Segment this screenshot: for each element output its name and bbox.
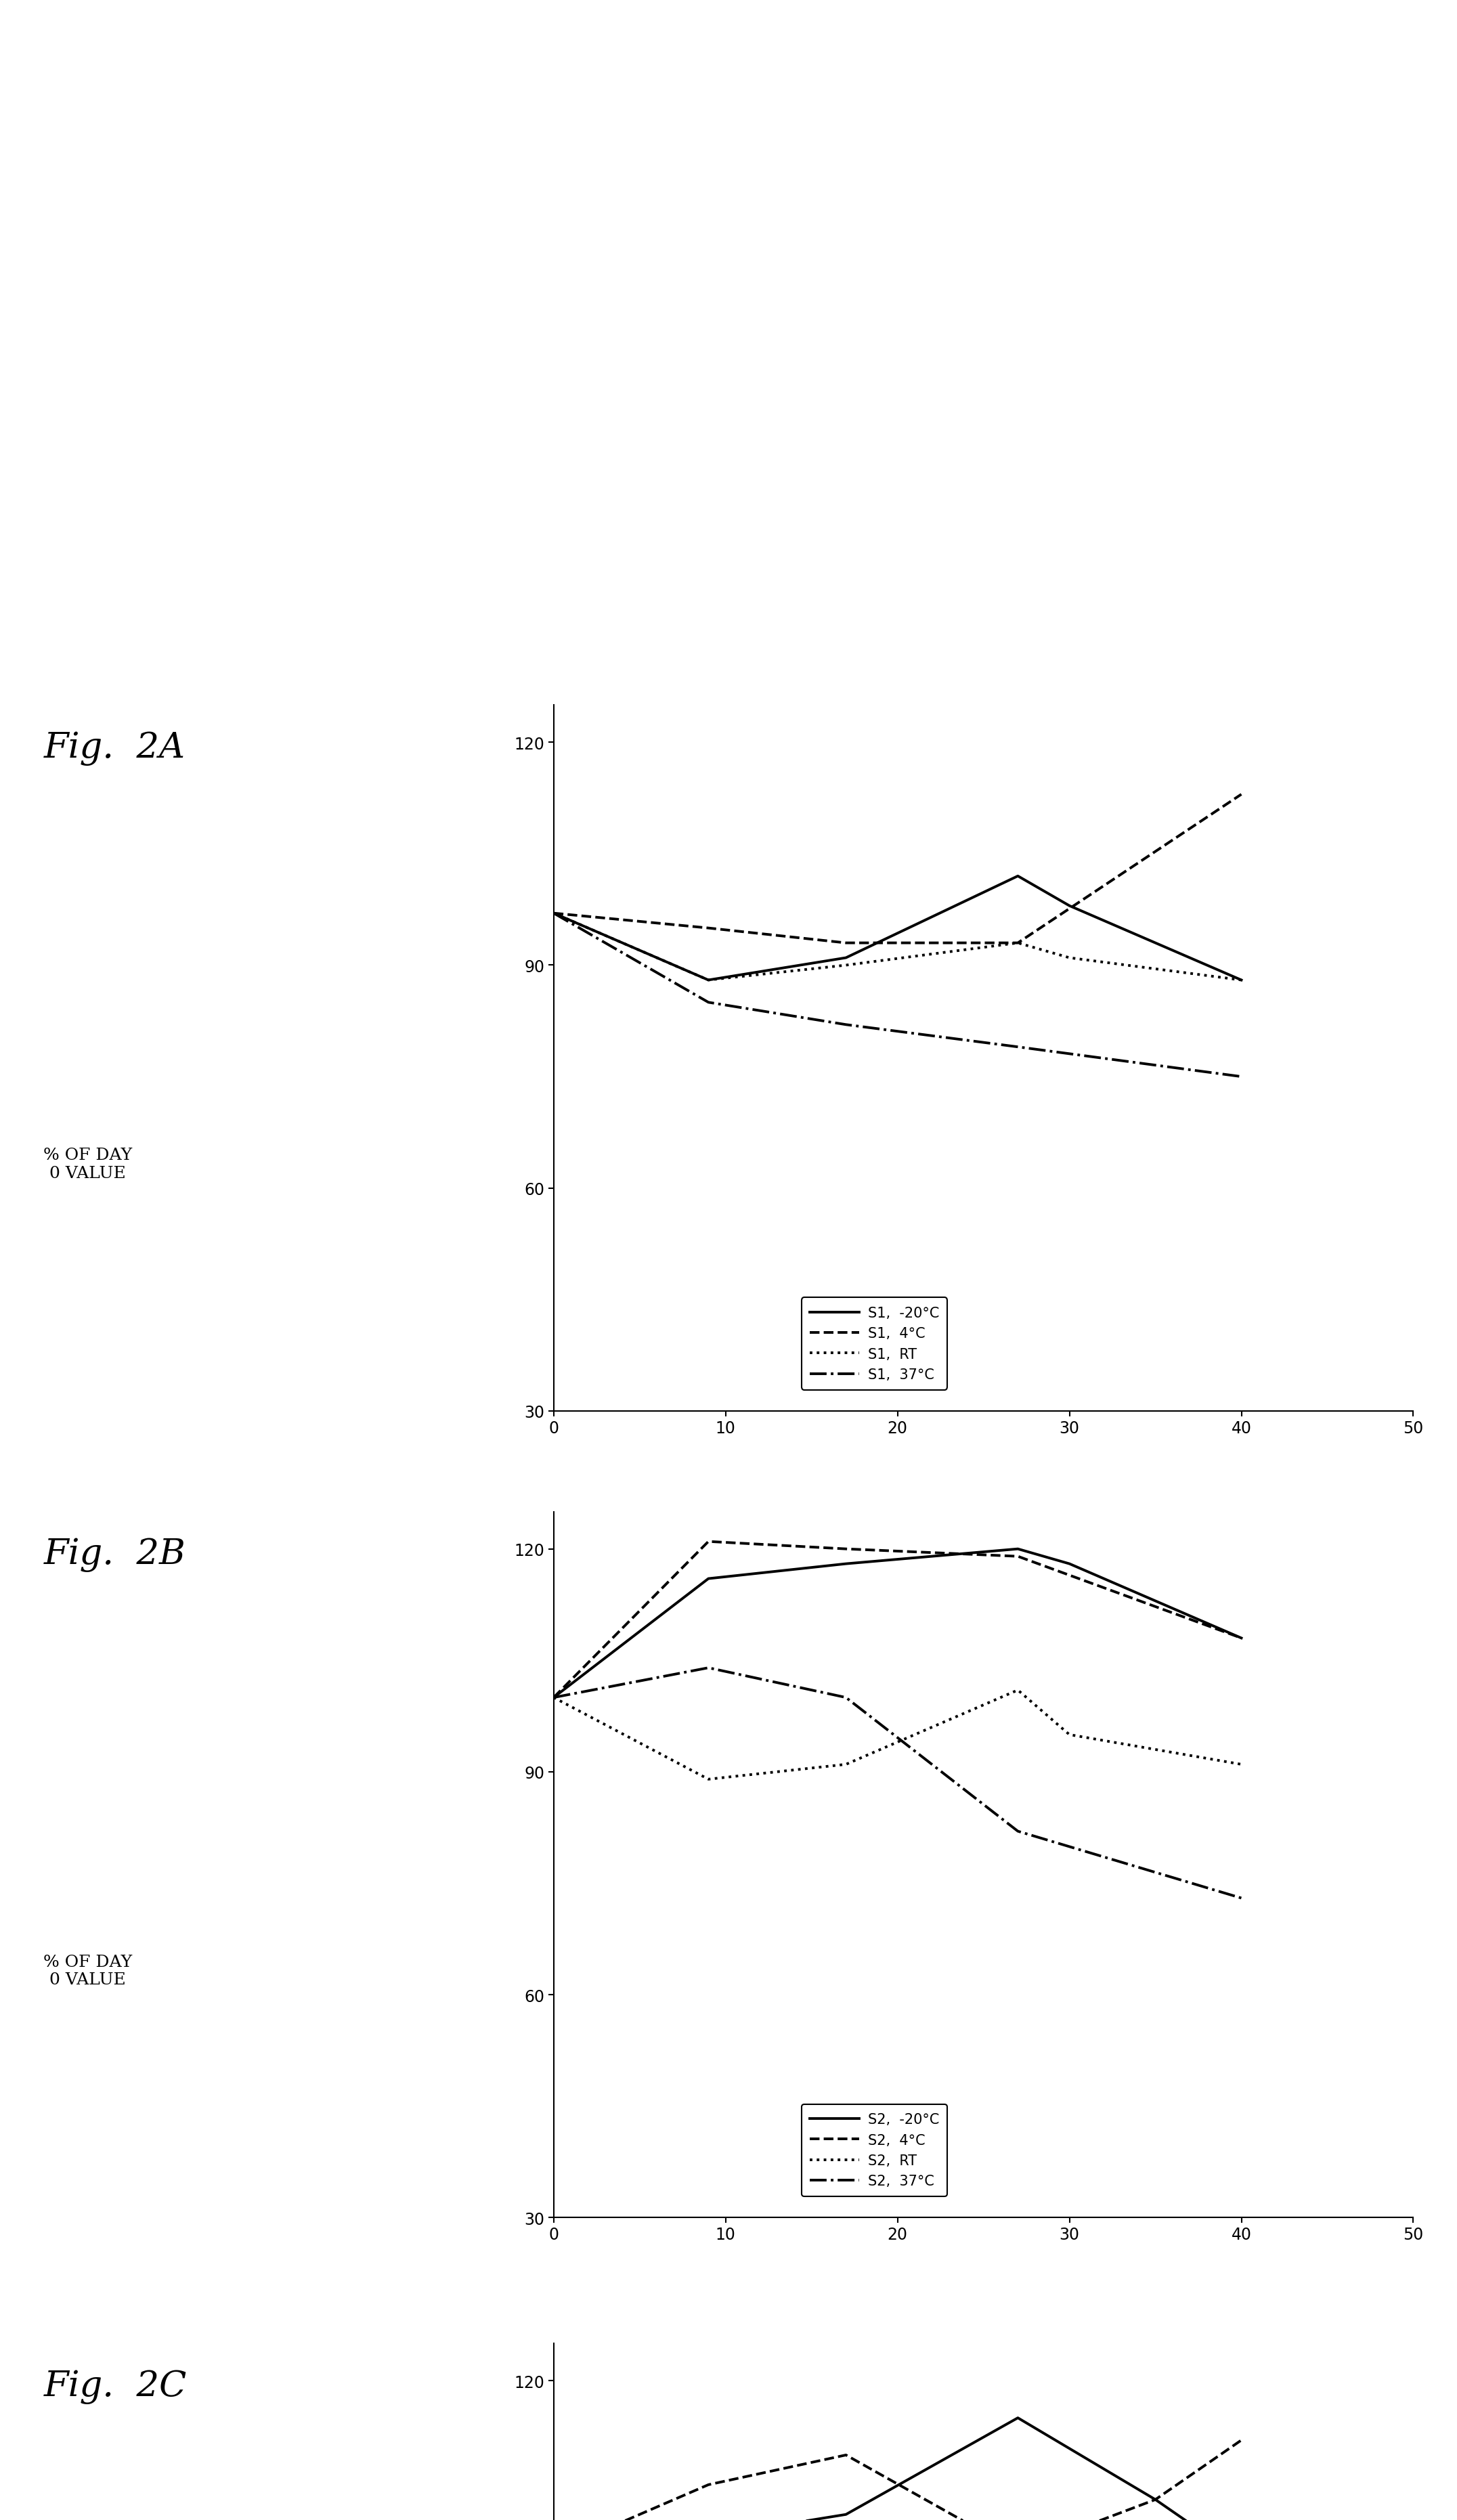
S1,  RT xyxy=(838,950,855,980)
S2,  RT xyxy=(545,1683,562,1714)
S1,  RT xyxy=(1233,965,1250,995)
S2,  -20°C xyxy=(699,1565,717,1595)
Line: S2,  -20°C: S2, -20°C xyxy=(554,1550,1241,1698)
S1,  -20°C xyxy=(1061,892,1078,922)
S2,  RT xyxy=(838,1749,855,1779)
Legend: S1,  -20°C, S1,  4°C, S1,  RT, S1,  37°C: S1, -20°C, S1, 4°C, S1, RT, S1, 37°C xyxy=(801,1298,947,1391)
S2,  -20°C xyxy=(1010,1535,1027,1565)
S1,  37°C xyxy=(699,988,717,1018)
S1,  RT xyxy=(1061,942,1078,973)
S2,  4°C xyxy=(838,1535,855,1565)
S2,  -20°C xyxy=(1061,1550,1078,1580)
S2,  4°C xyxy=(1233,1623,1250,1653)
S1,  RT xyxy=(1010,927,1027,958)
S3,  -20°C xyxy=(838,2500,855,2520)
S2,  RT xyxy=(1061,1719,1078,1749)
Text: Fig.  2A: Fig. 2A xyxy=(44,731,185,766)
Line: S2,  4°C: S2, 4°C xyxy=(554,1542,1241,1698)
S2,  RT xyxy=(1010,1676,1027,1706)
Line: S2,  RT: S2, RT xyxy=(554,1691,1241,1779)
S1,  4°C xyxy=(699,912,717,942)
S2,  37°C xyxy=(1010,1817,1027,1847)
S2,  -20°C xyxy=(1233,1623,1250,1653)
S1,  4°C xyxy=(838,927,855,958)
Line: S3,  4°C: S3, 4°C xyxy=(554,2439,1241,2520)
S2,  37°C xyxy=(699,1653,717,1683)
Legend: S2,  -20°C, S2,  4°C, S2,  RT, S2,  37°C: S2, -20°C, S2, 4°C, S2, RT, S2, 37°C xyxy=(801,2104,947,2197)
Text: % OF DAY
0 VALUE: % OF DAY 0 VALUE xyxy=(44,1953,131,1988)
S2,  37°C xyxy=(838,1683,855,1714)
S1,  4°C xyxy=(1010,927,1027,958)
Line: S3,  -20°C: S3, -20°C xyxy=(554,2417,1241,2520)
Text: Fig.  2C: Fig. 2C xyxy=(44,2369,186,2404)
Line: S1,  4°C: S1, 4°C xyxy=(554,794,1241,942)
Line: S1,  37°C: S1, 37°C xyxy=(554,915,1241,1076)
S2,  -20°C xyxy=(838,1550,855,1580)
S2,  RT xyxy=(699,1764,717,1794)
S3,  4°C xyxy=(1233,2424,1250,2454)
S3,  4°C xyxy=(1147,2485,1164,2515)
S1,  RT xyxy=(545,900,562,930)
S2,  4°C xyxy=(1010,1542,1027,1572)
S1,  37°C xyxy=(1010,1033,1027,1063)
S1,  -20°C xyxy=(1010,862,1027,892)
Text: Fig.  2B: Fig. 2B xyxy=(44,1537,185,1572)
S2,  RT xyxy=(1233,1749,1250,1779)
Line: S2,  37°C: S2, 37°C xyxy=(554,1668,1241,1898)
S1,  4°C xyxy=(1233,779,1250,809)
S3,  -20°C xyxy=(1010,2402,1027,2432)
S3,  4°C xyxy=(838,2439,855,2470)
S2,  4°C xyxy=(699,1527,717,1557)
S3,  -20°C xyxy=(1147,2485,1164,2515)
S1,  37°C xyxy=(1233,1061,1250,1091)
S1,  -20°C xyxy=(1233,965,1250,995)
S1,  37°C xyxy=(838,1011,855,1041)
S1,  -20°C xyxy=(699,965,717,995)
Text: % OF DAY
0 VALUE: % OF DAY 0 VALUE xyxy=(44,1147,131,1182)
S3,  4°C xyxy=(699,2470,717,2500)
Line: S1,  -20°C: S1, -20°C xyxy=(554,877,1241,980)
S2,  37°C xyxy=(545,1683,562,1714)
S2,  -20°C xyxy=(545,1683,562,1714)
S1,  -20°C xyxy=(838,942,855,973)
S2,  4°C xyxy=(545,1683,562,1714)
S2,  37°C xyxy=(1233,1882,1250,1913)
S1,  37°C xyxy=(545,900,562,930)
S1,  -20°C xyxy=(545,900,562,930)
S1,  4°C xyxy=(545,900,562,930)
Line: S1,  RT: S1, RT xyxy=(554,915,1241,980)
S1,  RT xyxy=(699,965,717,995)
